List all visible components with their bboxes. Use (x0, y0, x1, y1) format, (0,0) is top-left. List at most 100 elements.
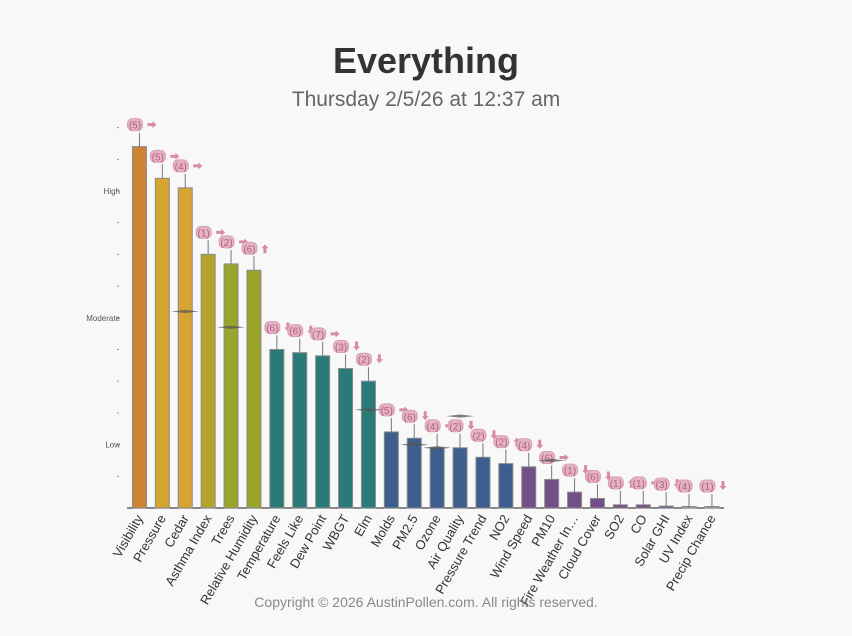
bar (658, 505, 674, 509)
rank-badge-label: (3) (656, 480, 668, 491)
bar (475, 456, 491, 509)
rank-badge (562, 463, 579, 477)
trend-right-arrow-icon (559, 453, 569, 461)
rank-badge (470, 428, 487, 442)
trend-down-arrow-icon (375, 354, 383, 364)
x-tick-label: CO (627, 512, 650, 536)
bar (154, 177, 170, 509)
rank-badge (676, 479, 693, 493)
bar (131, 146, 147, 509)
rank-badge-label: (6) (243, 244, 255, 255)
rank-badge-label: (4) (678, 482, 690, 493)
rank-badge-label: (6) (289, 327, 301, 338)
rank-badge-label: (1) (701, 482, 713, 493)
bar (406, 437, 422, 509)
forecast-marker (400, 443, 429, 447)
trend-right-arrow-icon (170, 152, 180, 160)
bar (498, 463, 514, 509)
forecast-marker (171, 309, 200, 314)
rank-badge (126, 118, 143, 132)
bar (360, 380, 376, 509)
rank-badge (333, 340, 350, 354)
rank-badge-label: (5) (152, 152, 164, 163)
rank-badge (310, 327, 327, 341)
chart-title: Everything (332, 40, 520, 81)
bar (589, 497, 605, 509)
rank-badge (149, 149, 166, 163)
rank-badge-label: (6) (587, 472, 599, 483)
bar (452, 447, 468, 509)
rank-badge-label: (2) (358, 355, 370, 366)
rank-badge (699, 479, 716, 493)
bar (269, 349, 285, 509)
rank-badge (287, 324, 304, 338)
rank-badge (218, 235, 235, 249)
trend-right-arrow-icon (216, 228, 226, 236)
trend-up-arrow-icon (261, 244, 269, 254)
rank-badge-label: (1) (564, 466, 576, 477)
rank-badge (195, 225, 212, 239)
trend-down-arrow-icon (353, 341, 361, 351)
bar (338, 368, 354, 509)
bar (544, 478, 560, 509)
rank-badge (630, 476, 647, 490)
trend-right-arrow-icon (147, 121, 157, 129)
trend-right-arrow-icon (193, 162, 203, 170)
trend-down-arrow-icon (421, 411, 429, 421)
bar (223, 263, 239, 509)
forecast-marker (354, 408, 383, 412)
forecast-marker (423, 446, 452, 450)
copyright-footer: Copyright © 2026 AustinPollen.com. All r… (254, 594, 598, 610)
rank-badge-label: (1) (633, 479, 645, 490)
forecast-marker (537, 458, 566, 463)
bar (315, 355, 331, 509)
y-tick-label: Low (105, 441, 120, 450)
rank-badge-label: (3) (335, 343, 347, 354)
rank-badge (355, 352, 372, 366)
rank-badge-label: (4) (518, 441, 530, 452)
bar (177, 187, 193, 509)
rank-badge-label: (4) (175, 162, 187, 173)
rank-badge (516, 438, 533, 452)
rank-badge-label: (2) (220, 238, 232, 249)
trend-right-arrow-icon (330, 330, 340, 338)
rank-badge-label: (2) (495, 438, 507, 449)
bar (200, 253, 216, 509)
rank-badge (447, 419, 464, 433)
trend-down-arrow-icon (467, 420, 475, 430)
rank-badge (401, 409, 418, 423)
rank-badge (241, 241, 258, 255)
rank-badge-label: (6) (266, 324, 278, 335)
rank-badge (653, 477, 670, 491)
rank-badge-label: (1) (198, 228, 210, 239)
bar (292, 352, 308, 509)
chart-subtitle: Thursday 2/5/26 at 12:37 am (291, 88, 561, 111)
rank-badge-label: (5) (129, 121, 141, 132)
trend-down-arrow-icon (719, 481, 727, 490)
rank-badge (584, 469, 601, 483)
bar (521, 466, 537, 509)
rank-badge-label: (1) (610, 479, 622, 490)
rank-badge-label: (5) (381, 406, 393, 417)
trend-down-arrow-icon (536, 439, 544, 449)
rank-badge-label: (6) (541, 453, 553, 464)
rank-badge (493, 435, 510, 449)
rank-badge-label: (2) (449, 422, 461, 433)
bar (567, 491, 583, 509)
bar (429, 447, 445, 509)
rank-badge (172, 159, 189, 173)
bar (246, 269, 262, 509)
rank-badge-label: (4) (427, 422, 439, 433)
y-tick-label: Moderate (86, 314, 120, 323)
forecast-marker (217, 325, 246, 329)
rank-badge (424, 419, 441, 433)
bar (383, 431, 399, 509)
bar (612, 504, 628, 509)
forecast-marker (446, 414, 475, 418)
rank-badge (607, 476, 624, 490)
x-tick-label: SO2 (601, 512, 627, 542)
y-tick-label: High (104, 187, 120, 196)
rank-badge-label: (2) (472, 431, 484, 442)
rank-badge (264, 321, 281, 334)
